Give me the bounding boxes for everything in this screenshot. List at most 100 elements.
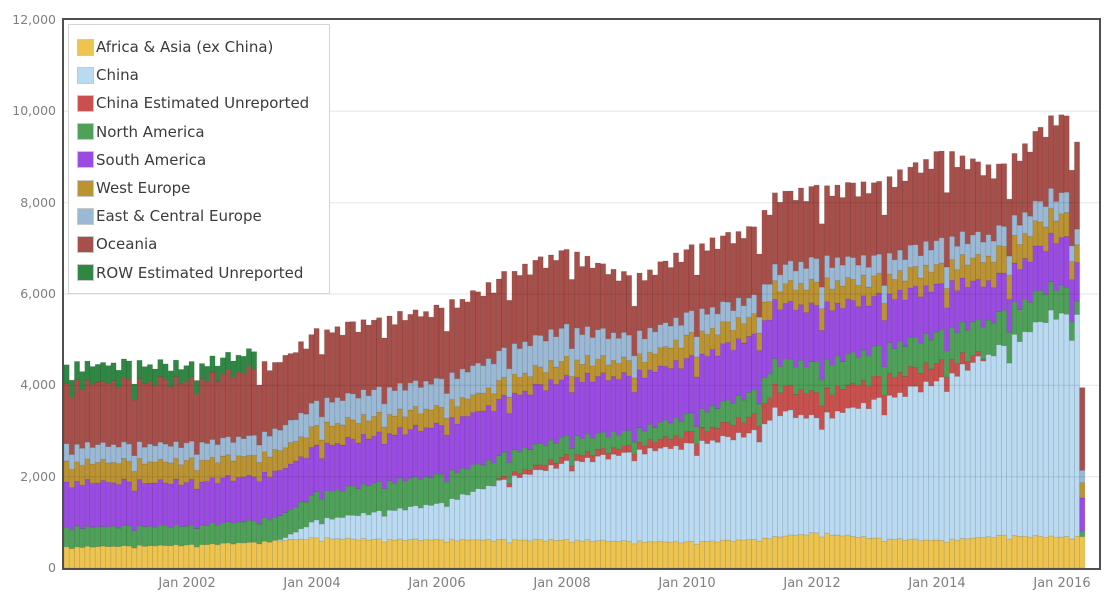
bar-segment — [766, 397, 773, 421]
bar-segment — [881, 319, 888, 368]
bar-segment — [146, 380, 153, 445]
bar-segment — [792, 394, 799, 419]
bar-segment — [818, 405, 825, 430]
bar-segment — [490, 393, 497, 412]
bar-segment — [636, 441, 643, 450]
bar-segment — [438, 378, 445, 408]
bar-segment — [1027, 151, 1034, 217]
bar-segment — [771, 535, 778, 568]
series-oceania[interactable] — [64, 114, 1086, 471]
series-north-america[interactable] — [64, 281, 1086, 549]
legend-swatch[interactable] — [77, 38, 94, 56]
series-south-america[interactable] — [64, 232, 1086, 532]
legend-item-china-estimated-unreported[interactable]: China Estimated Unreported — [77, 89, 321, 117]
bar-segment — [839, 264, 846, 287]
legend-item-row-estimated-unreported[interactable]: ROW Estimated Unreported — [77, 259, 321, 287]
bar-segment — [740, 436, 747, 541]
legend-label: ROW Estimated Unreported — [96, 263, 304, 282]
bar-segment — [214, 444, 221, 464]
bar-segment — [110, 461, 117, 484]
bar-segment — [68, 469, 75, 488]
series-row-estimated-unreported[interactable] — [64, 348, 258, 401]
legend-item-north-america[interactable]: North America — [77, 118, 321, 146]
bar-segment — [938, 262, 945, 284]
legend-item-china[interactable]: China — [77, 61, 321, 89]
legend-swatch[interactable] — [77, 151, 94, 169]
bar-segment — [657, 261, 664, 325]
bar-segment — [162, 545, 169, 568]
bar-segment — [178, 526, 185, 547]
bar-segment — [365, 324, 372, 397]
bar-segment — [740, 422, 747, 438]
bar-segment — [860, 349, 867, 381]
legend-swatch[interactable] — [77, 207, 94, 225]
bar-segment — [574, 460, 580, 541]
bar-segment — [792, 534, 799, 568]
bar-segment — [662, 260, 669, 324]
bar-segment — [396, 477, 403, 509]
legend-swatch[interactable] — [77, 94, 94, 112]
bar-segment — [839, 535, 846, 568]
legend-swatch[interactable] — [77, 66, 94, 84]
series-east-central-europe[interactable] — [64, 187, 1086, 483]
legend-swatch[interactable] — [77, 123, 94, 141]
bar-segment — [214, 482, 221, 526]
bar-segment — [605, 452, 612, 460]
legend: Africa & Asia (ex China) China China Estim… — [68, 24, 330, 294]
bar-segment — [157, 524, 164, 546]
bar-segment — [985, 280, 992, 321]
bar-segment — [610, 431, 617, 448]
bar-segment — [188, 524, 195, 545]
legend-swatch[interactable] — [77, 179, 94, 197]
bar-segment — [683, 413, 690, 432]
bar-segment — [579, 266, 586, 335]
legend-item-oceania[interactable]: Oceania — [77, 230, 321, 258]
bar-segment — [79, 464, 86, 486]
bar-segment — [600, 454, 607, 541]
bar-segment — [230, 360, 237, 378]
bar-segment — [365, 485, 372, 516]
series-africa-asia-ex-china[interactable] — [64, 532, 1086, 568]
legend-item-africa-asia-ex-china[interactable]: Africa & Asia (ex China) — [77, 33, 321, 61]
stacked-bar-canvas[interactable] — [64, 20, 1099, 568]
bar-segment — [990, 537, 997, 568]
series-china[interactable] — [277, 309, 1080, 545]
bar-segment — [475, 411, 482, 465]
bar-segment — [245, 454, 252, 476]
legend-item-west-europe[interactable]: West Europe — [77, 174, 321, 202]
bar-segment — [162, 482, 169, 527]
legend-item-south-america[interactable]: South America — [77, 146, 321, 174]
bar-segment — [209, 456, 216, 479]
bar-segment — [495, 479, 502, 540]
bar-segment — [631, 355, 638, 379]
legend-swatch[interactable] — [77, 264, 94, 282]
bar-segment — [188, 478, 195, 526]
bar-segment — [490, 462, 497, 487]
legend-item-east-central-europe[interactable]: East & Central Europe — [77, 202, 321, 230]
bar-segment — [938, 150, 945, 239]
bar-segment — [370, 511, 377, 540]
bar-segment — [443, 330, 450, 394]
bar-segment — [636, 449, 643, 542]
bar-segment — [975, 253, 982, 280]
bar-segment — [485, 459, 492, 486]
bar-segment — [579, 364, 586, 383]
bar-segment — [480, 392, 487, 412]
bar-segment — [949, 372, 955, 540]
bar-segment — [777, 366, 784, 394]
bar-segment — [704, 430, 711, 444]
bar-segment — [943, 307, 950, 352]
bar-segment — [886, 372, 893, 396]
bar-segment — [662, 419, 669, 437]
bar-segment — [923, 381, 929, 541]
legend-swatch[interactable] — [77, 235, 94, 253]
bar-segment — [980, 175, 987, 243]
bar-segment — [985, 164, 992, 235]
bar-segment — [84, 525, 91, 547]
bar-segment — [902, 259, 909, 282]
bar-segment — [1037, 126, 1044, 202]
bar-segment — [240, 542, 247, 568]
bar-segment — [204, 459, 211, 482]
bar-segment — [469, 365, 476, 396]
bar-segment — [610, 332, 617, 361]
